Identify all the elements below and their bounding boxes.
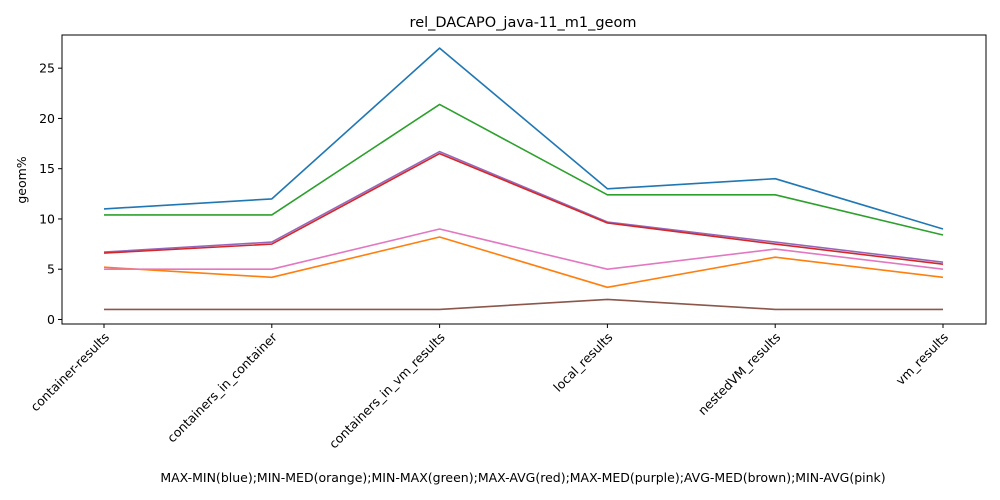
x-tick-label: containers_in_vm_results (326, 330, 448, 452)
x-tick-label: local_results (550, 330, 615, 395)
x-tick-label: vm_results (893, 330, 951, 388)
chart-title: rel_DACAPO_java-11_m1_geom (410, 15, 637, 31)
y-axis-label: geom% (14, 156, 29, 203)
y-axis: 0 5 10 15 20 25 (39, 61, 62, 327)
series-line-3 (104, 103, 944, 236)
x-tick-label: containers_in_container (164, 329, 280, 445)
plot-frame (61, 34, 987, 325)
series-line-7 (104, 228, 944, 271)
series-line-6 (104, 298, 943, 311)
series-line-2 (103, 236, 944, 289)
series-line-1 (103, 47, 944, 230)
y-tick-label: 15 (39, 161, 55, 176)
y-tick-label: 0 (47, 312, 55, 327)
x-axis-label: MAX-MIN(blue);MIN-MED(orange);MIN-MAX(gr… (160, 470, 885, 485)
y-tick-label: 10 (39, 211, 55, 226)
x-tick-label: container-results (27, 330, 112, 415)
series-line-4 (103, 150, 944, 263)
x-tick-label: nestedVM_results (695, 330, 783, 418)
x-axis: container-results containers_in_container… (27, 324, 951, 451)
y-tick-label: 5 (47, 262, 55, 277)
y-tick-label: 25 (39, 61, 55, 76)
y-tick-label: 20 (39, 111, 55, 126)
series-layer (103, 47, 944, 311)
series-line-5 (103, 152, 944, 265)
